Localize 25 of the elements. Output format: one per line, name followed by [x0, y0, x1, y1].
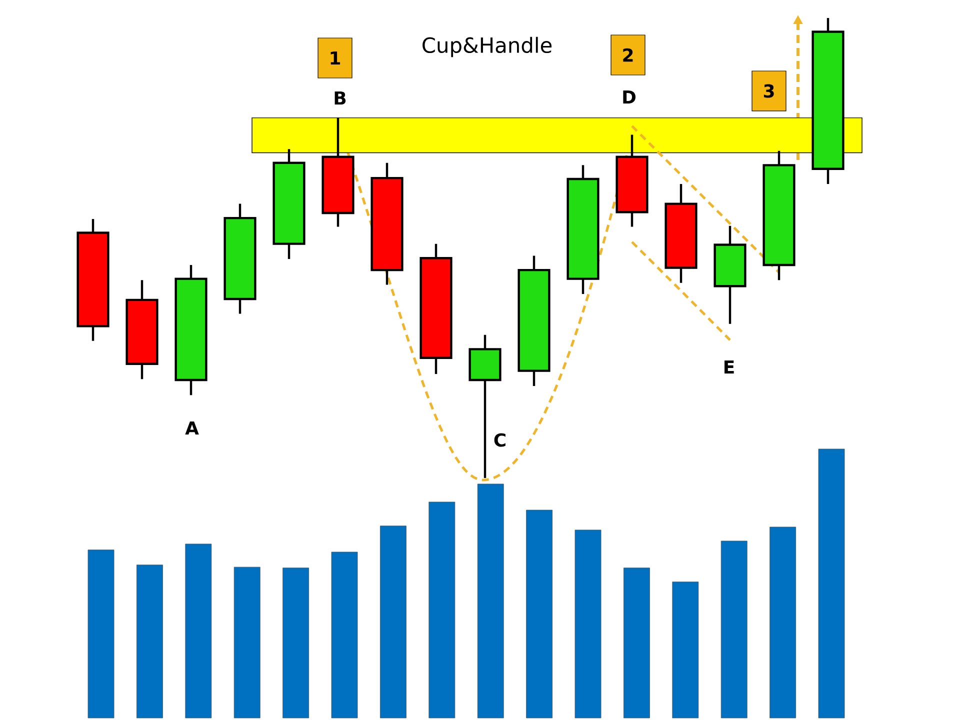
bar	[428, 502, 456, 718]
annotation: 3	[764, 84, 774, 98]
bar	[282, 568, 310, 718]
bar	[818, 448, 845, 718]
annotation: C	[494, 433, 506, 447]
annotation: E	[724, 360, 734, 374]
bar	[136, 564, 163, 718]
bar	[185, 544, 212, 718]
annotation: 2	[623, 48, 633, 62]
bar	[88, 550, 114, 718]
annotation: A	[185, 421, 199, 435]
annotation: D	[623, 90, 636, 104]
bar	[477, 484, 504, 718]
text: Cup&Handle	[422, 36, 552, 58]
bar	[672, 582, 699, 718]
bar	[770, 526, 796, 718]
bar	[574, 530, 602, 718]
bar	[331, 552, 358, 718]
bar	[624, 568, 650, 718]
annotation: B	[334, 91, 346, 105]
bar	[526, 510, 553, 718]
bar	[380, 526, 406, 718]
bar	[234, 566, 260, 718]
annotation: 1	[330, 51, 340, 65]
bar	[720, 540, 748, 718]
